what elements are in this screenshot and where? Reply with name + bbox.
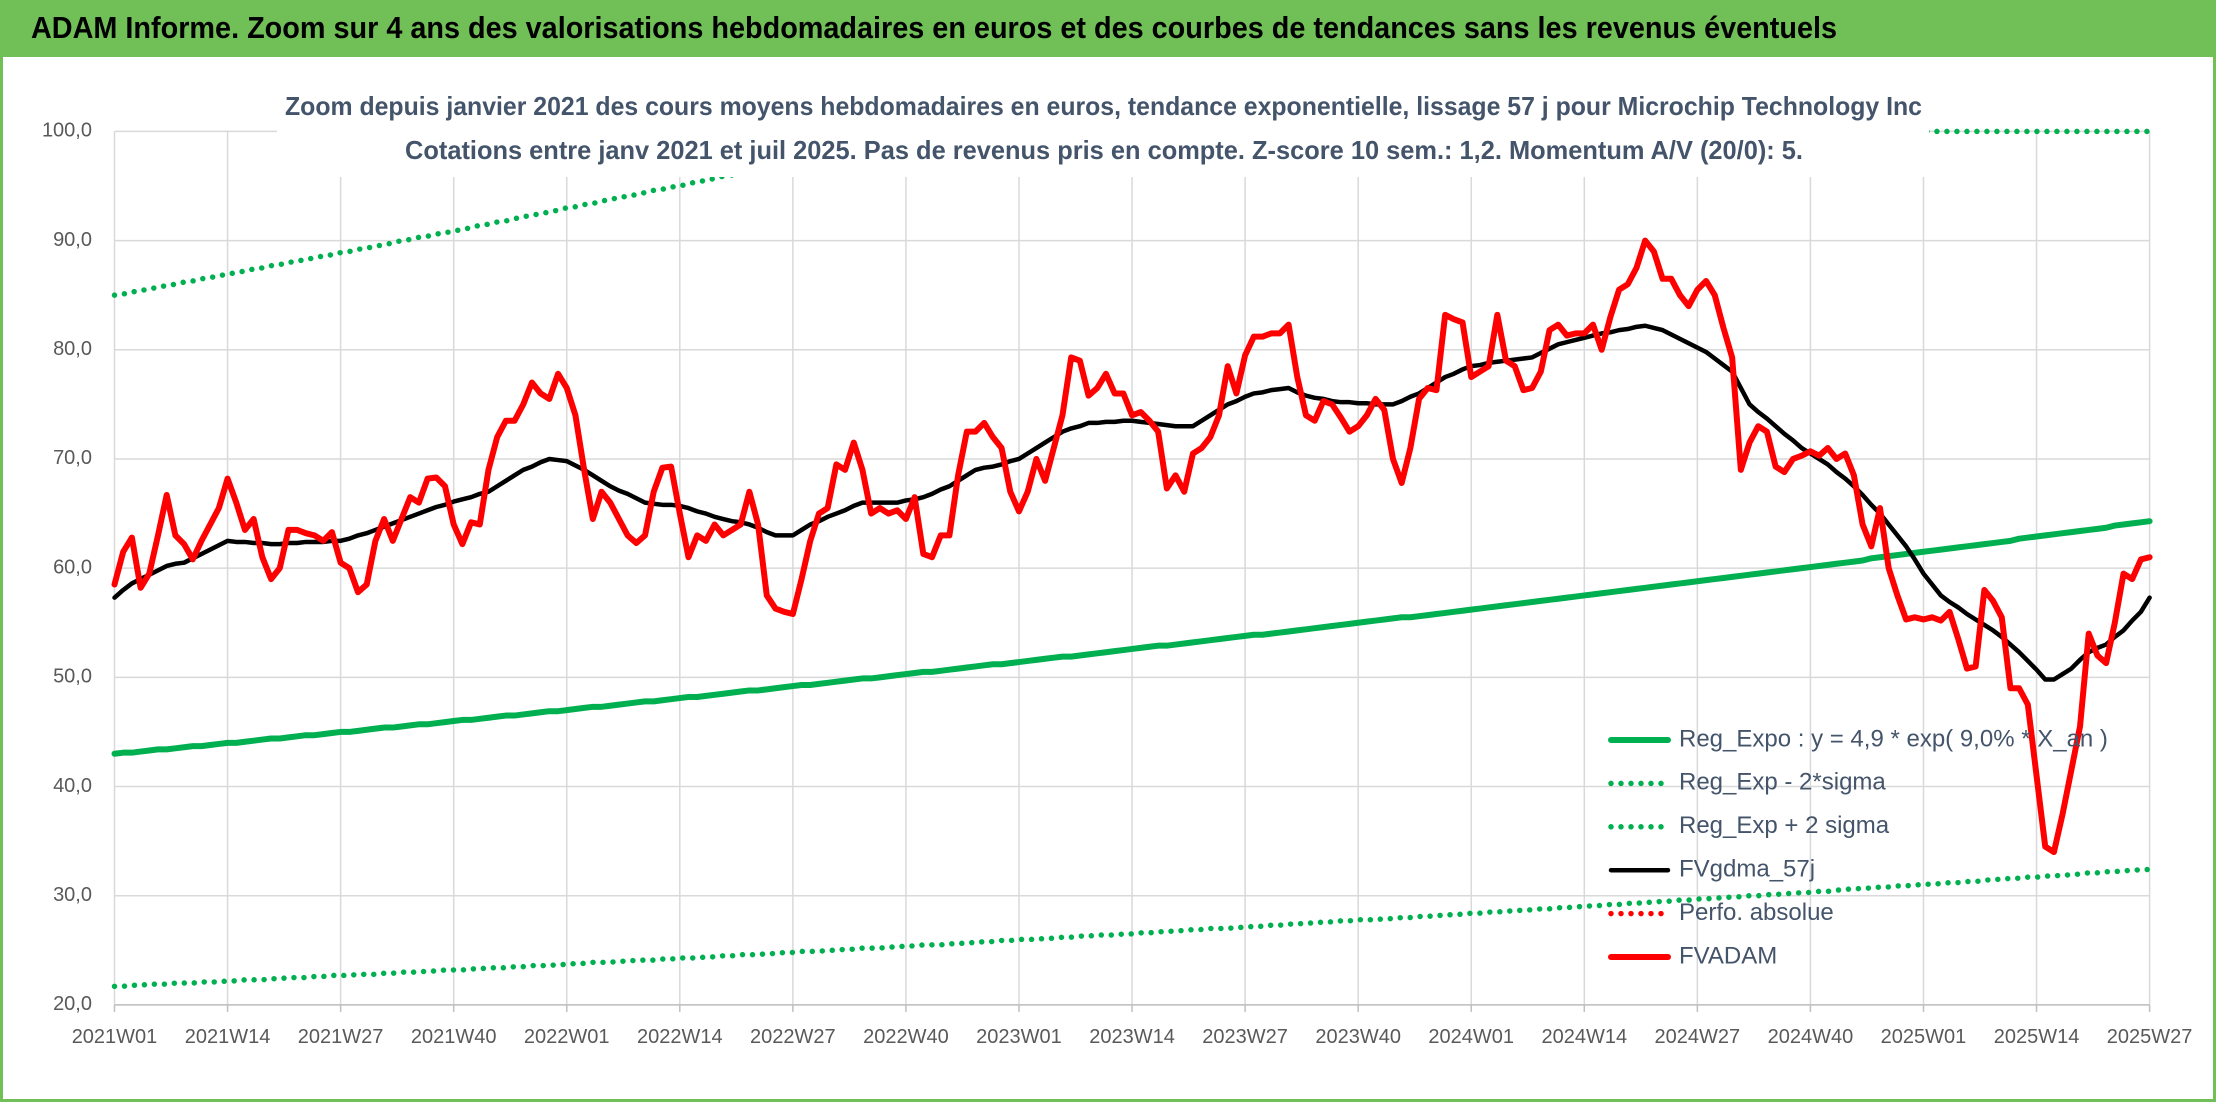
series-line: [111, 866, 2153, 990]
x-tick-label: 2021W27: [298, 1026, 384, 1048]
y-tick-label: 30,0: [53, 884, 92, 906]
y-tick-label: 90,0: [53, 229, 92, 251]
header-title: ADAM Informe. Zoom sur 4 ans des valoris…: [31, 10, 1837, 45]
y-tick-label: 50,0: [53, 666, 92, 688]
title-box: [277, 88, 1929, 177]
x-tick-label: 2025W14: [1994, 1026, 2080, 1048]
legend-label: Perfo. absolue: [1679, 899, 1834, 926]
x-tick-label: 2024W27: [1655, 1026, 1741, 1048]
y-tick-label: 70,0: [53, 447, 92, 469]
x-tick-label: 2022W27: [750, 1026, 836, 1048]
legend-label: Reg_Exp - 2*sigma: [1679, 769, 1886, 796]
x-tick-label: 2022W01: [524, 1026, 610, 1048]
x-tick-label: 2023W01: [976, 1026, 1062, 1048]
x-tick-label: 2023W40: [1315, 1026, 1401, 1048]
y-tick-label: 80,0: [53, 338, 92, 360]
y-tick-label: 20,0: [53, 993, 92, 1015]
x-tick-label: 2022W40: [863, 1026, 949, 1048]
x-tick-label: 2023W14: [1089, 1026, 1175, 1048]
x-tick-label: 2022W14: [637, 1026, 723, 1048]
y-tick-label: 60,0: [53, 556, 92, 578]
legend-label: Reg_Expo : y = 4,9 * exp( 9,0% * X_an ): [1679, 725, 2108, 752]
legend: Reg_Expo : y = 4,9 * exp( 9,0% * X_an ) R…: [1608, 725, 2108, 969]
legend-label: Reg_Exp + 2 sigma: [1679, 812, 1890, 839]
x-tick-label: 2024W01: [1428, 1026, 1514, 1048]
x-tick-label: 2021W40: [411, 1026, 497, 1048]
x-tick-label: 2025W27: [2107, 1026, 2193, 1048]
header-bar: [0, 0, 2216, 57]
x-tick-label: 2024W14: [1541, 1026, 1627, 1048]
y-tick-label: 100,0: [42, 120, 92, 142]
x-tick-label: 2021W01: [72, 1026, 158, 1048]
x-tick-label: 2023W27: [1202, 1026, 1288, 1048]
y-tick-label: 40,0: [53, 775, 92, 797]
legend-label: FVgdma_57j: [1679, 856, 1815, 883]
chart-title: Zoom depuis janvier 2021 des cours moyen…: [285, 91, 1922, 121]
plot-area: [111, 128, 2153, 990]
chart-subtitle: Cotations entre janv 2021 et juil 2025. …: [405, 135, 1803, 165]
series-line: [111, 237, 2153, 856]
series-line: [111, 518, 2153, 757]
x-tick-label: 2025W01: [1881, 1026, 1967, 1048]
legend-label: FVADAM: [1679, 942, 1777, 969]
x-tick-label: 2021W14: [185, 1026, 271, 1048]
x-tick-label: 2024W40: [1768, 1026, 1854, 1048]
